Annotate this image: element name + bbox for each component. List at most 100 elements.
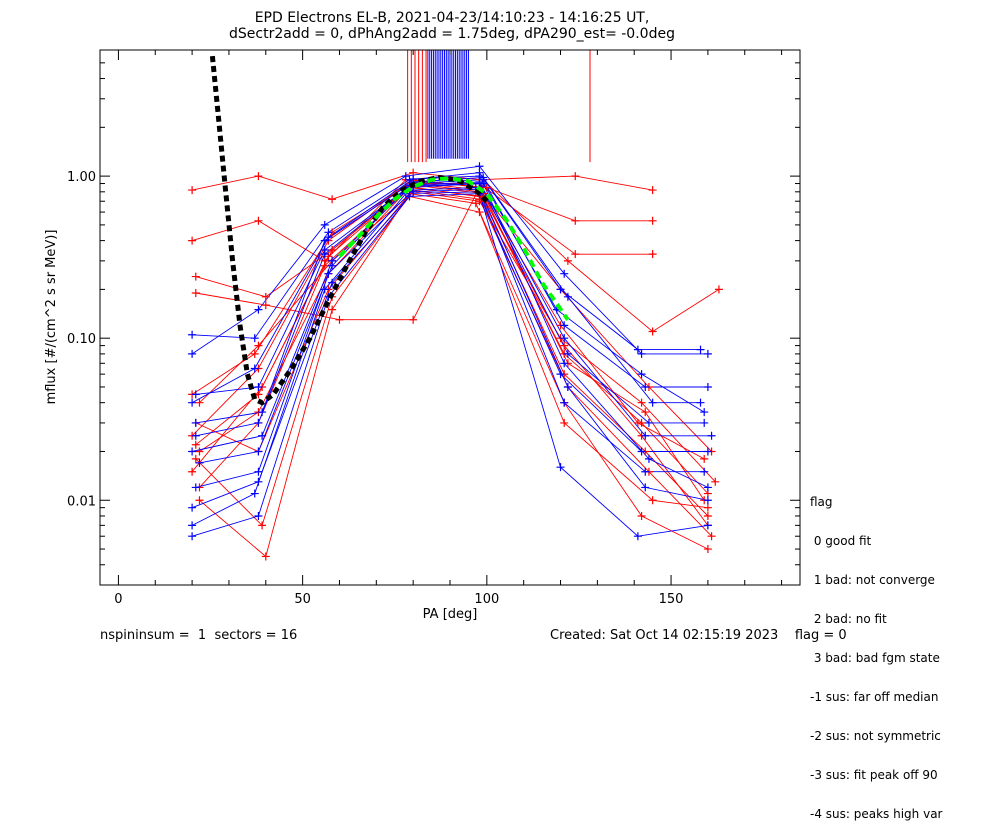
data-point-blue bbox=[191, 390, 200, 399]
data-point-blue bbox=[191, 431, 200, 440]
data-point-red bbox=[191, 272, 200, 281]
series-line-blue bbox=[191, 165, 708, 355]
data-point-blue bbox=[703, 349, 712, 358]
data-point-blue bbox=[401, 172, 410, 181]
data-point-red bbox=[254, 216, 263, 225]
data-point-blue bbox=[320, 285, 329, 294]
data-point-blue bbox=[556, 370, 565, 379]
data-point-blue bbox=[250, 489, 259, 498]
data-point-blue bbox=[328, 278, 337, 287]
data-point-red bbox=[703, 511, 712, 520]
data-point-blue bbox=[700, 418, 709, 427]
data-point-blue bbox=[563, 349, 572, 358]
data-point-red bbox=[475, 208, 484, 217]
data-point-blue bbox=[320, 220, 329, 229]
data-point-blue bbox=[409, 174, 418, 183]
y-tick-label: 0.10 bbox=[67, 332, 96, 347]
data-point-blue bbox=[637, 370, 646, 379]
data-point-blue bbox=[188, 447, 197, 456]
series-line-red bbox=[199, 191, 716, 483]
chart-svg: EPD Electrons EL-B, 2021-04-23/14:10:23 … bbox=[44, 10, 801, 622]
chart-subtitle: dSectr2add = 0, dPhAng2add = 1.75deg, dP… bbox=[229, 26, 675, 42]
data-point-blue bbox=[648, 398, 657, 407]
data-point-red bbox=[409, 315, 418, 324]
legend-item: -3 sus: fit peak off 90 bbox=[810, 768, 938, 782]
data-point-blue bbox=[188, 521, 197, 530]
data-point-blue bbox=[324, 269, 333, 278]
series-line-red bbox=[195, 186, 709, 526]
data-point-blue bbox=[254, 511, 263, 520]
flag-legend: flag 0 good fit 1 bad: not converge 2 ba… bbox=[810, 470, 942, 834]
series-line-red bbox=[195, 178, 720, 333]
data-point-red bbox=[571, 216, 580, 225]
data-point-red bbox=[648, 496, 657, 505]
data-point-blue bbox=[563, 382, 572, 391]
data-point-blue bbox=[696, 398, 705, 407]
data-point-blue bbox=[633, 345, 642, 354]
data-point-blue bbox=[188, 503, 197, 512]
series-line-blue bbox=[192, 183, 705, 452]
x-tick-label: 100 bbox=[474, 592, 499, 607]
data-point-red bbox=[328, 195, 337, 204]
data-point-red bbox=[648, 186, 657, 195]
legend-title: flag bbox=[810, 495, 833, 509]
data-point-red bbox=[703, 503, 712, 512]
legend-item: 2 bad: no fit bbox=[810, 612, 887, 626]
data-point-blue bbox=[320, 250, 329, 259]
data-point-blue bbox=[254, 467, 263, 476]
data-point-red bbox=[571, 250, 580, 259]
series-line-red bbox=[199, 187, 709, 494]
data-point-red bbox=[633, 418, 642, 427]
data-point-red bbox=[471, 199, 480, 208]
data-point-red bbox=[261, 292, 270, 301]
data-point-blue bbox=[191, 418, 200, 427]
data-point-red bbox=[195, 447, 204, 456]
legend-item: -2 sus: not symmetric bbox=[810, 729, 941, 743]
series-line-blue bbox=[195, 187, 708, 488]
data-point-blue bbox=[250, 334, 259, 343]
data-point-blue bbox=[703, 483, 712, 492]
series-line-red bbox=[191, 183, 709, 517]
axis-layer: 0 50 100 150 0.01 0.10 1.00 bbox=[67, 49, 800, 607]
chart-title: EPD Electrons EL-B, 2021-04-23/14:10:23 … bbox=[255, 10, 650, 26]
data-point-blue bbox=[254, 305, 263, 314]
data-point-blue bbox=[641, 431, 650, 440]
data-point-red bbox=[195, 496, 204, 505]
data-point-red bbox=[711, 477, 720, 486]
data-point-red bbox=[261, 552, 270, 561]
data-point-red bbox=[191, 440, 200, 449]
data-point-blue bbox=[633, 532, 642, 541]
legend-item: -4 sus: peaks high var bbox=[810, 807, 943, 821]
data-point-red bbox=[258, 521, 267, 530]
data-point-blue bbox=[195, 458, 204, 467]
data-point-red bbox=[188, 186, 197, 195]
data-point-blue bbox=[641, 467, 650, 476]
data-point-blue bbox=[637, 349, 646, 358]
series-layer bbox=[191, 50, 720, 558]
data-point-red bbox=[700, 454, 709, 463]
y-tick-label: 0.01 bbox=[67, 494, 96, 509]
data-point-blue bbox=[328, 261, 337, 270]
data-point-blue bbox=[700, 467, 709, 476]
data-point-blue bbox=[188, 398, 197, 407]
data-point-blue bbox=[637, 447, 646, 456]
data-point-red bbox=[195, 398, 204, 407]
series-line-blue bbox=[191, 188, 708, 509]
data-point-blue bbox=[188, 532, 197, 541]
data-point-blue bbox=[560, 398, 569, 407]
data-point-blue bbox=[188, 349, 197, 358]
data-point-red bbox=[648, 327, 657, 336]
series-line-red bbox=[195, 183, 653, 298]
x-tick-label: 50 bbox=[294, 592, 311, 607]
footer-right: Created: Sat Oct 14 02:15:19 2023 flag =… bbox=[550, 628, 847, 643]
data-point-blue bbox=[405, 192, 414, 201]
data-point-blue bbox=[254, 447, 263, 456]
series-line-red bbox=[191, 181, 712, 452]
data-point-red bbox=[560, 418, 569, 427]
data-point-red bbox=[648, 216, 657, 225]
series-line-blue bbox=[191, 193, 708, 537]
data-point-red bbox=[328, 305, 337, 314]
series-line-blue bbox=[195, 179, 708, 395]
data-point-blue bbox=[258, 408, 267, 417]
legend-item: 3 bad: bad fgm state bbox=[810, 651, 940, 665]
